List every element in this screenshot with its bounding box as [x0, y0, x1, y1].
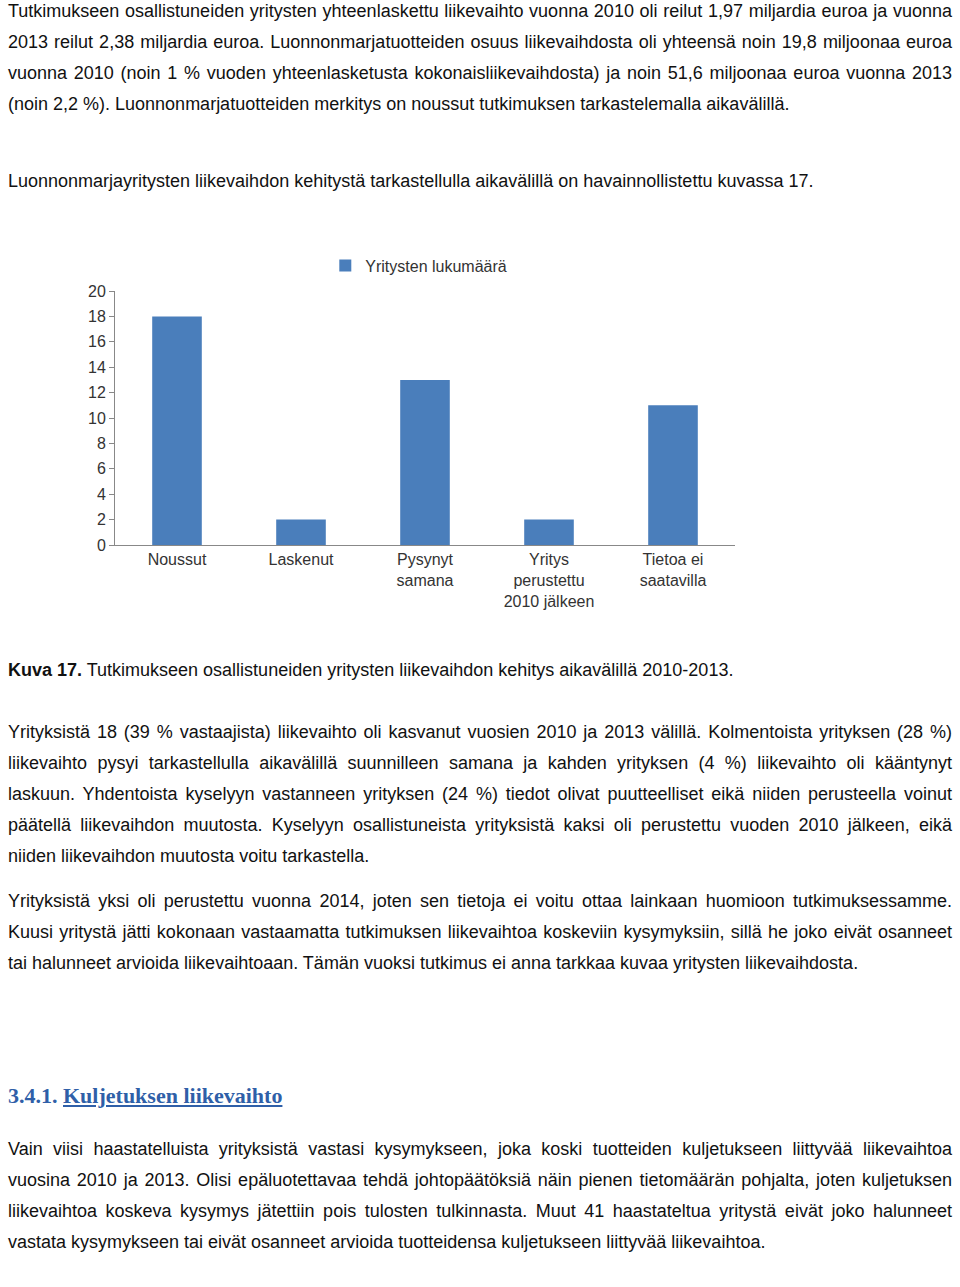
svg-text:Noussut: Noussut	[148, 551, 207, 568]
svg-text:12: 12	[88, 384, 106, 401]
svg-text:Yritysten lukumäärä: Yritysten lukumäärä	[365, 258, 506, 275]
svg-text:6: 6	[97, 460, 106, 477]
svg-text:Laskenut: Laskenut	[269, 551, 334, 568]
svg-text:2: 2	[97, 511, 106, 528]
html-text:Tutkimukseen osallistuneiden y: Tutkimukseen osallistuneiden yritysten y…	[8, 1, 952, 114]
svg-text:Tietoa eisaatavilla: Tietoa eisaatavilla	[640, 551, 707, 589]
html-text:3.4.1. Kuljetuksen liikevaihto: 3.4.1. Kuljetuksen liikevaihto	[8, 1083, 283, 1108]
svg-text:0: 0	[97, 537, 106, 554]
html-text:Kuva 17. Tutkimukseen osallist: Kuva 17. Tutkimukseen osallistuneiden yr…	[8, 660, 734, 680]
svg-text:Yritysperustettu2010 jälkeen: Yritysperustettu2010 jälkeen	[504, 551, 595, 610]
svg-text:20: 20	[88, 283, 106, 300]
svg-text:14: 14	[88, 359, 106, 376]
html-text:Vain viisi haastatelluista yri: Vain viisi haastatelluista yrityksistä v…	[8, 1139, 952, 1252]
svg-text:16: 16	[88, 333, 106, 350]
svg-text:18: 18	[88, 308, 106, 325]
svg-text:10: 10	[88, 410, 106, 427]
svg-text:8: 8	[97, 435, 106, 452]
html-text:Luonnonmarjayritysten liikevai: Luonnonmarjayritysten liikevaihdon kehit…	[8, 171, 814, 191]
html-text:Yrityksistä yksi oli perustett: Yrityksistä yksi oli perustettu vuonna 2…	[8, 891, 952, 973]
html-text:Yrityksistä 18 (39 % vastaajis: Yrityksistä 18 (39 % vastaajista) liikev…	[8, 722, 952, 866]
svg-text:Pysynytsamana: Pysynytsamana	[397, 551, 454, 589]
svg-text:4: 4	[97, 486, 106, 503]
